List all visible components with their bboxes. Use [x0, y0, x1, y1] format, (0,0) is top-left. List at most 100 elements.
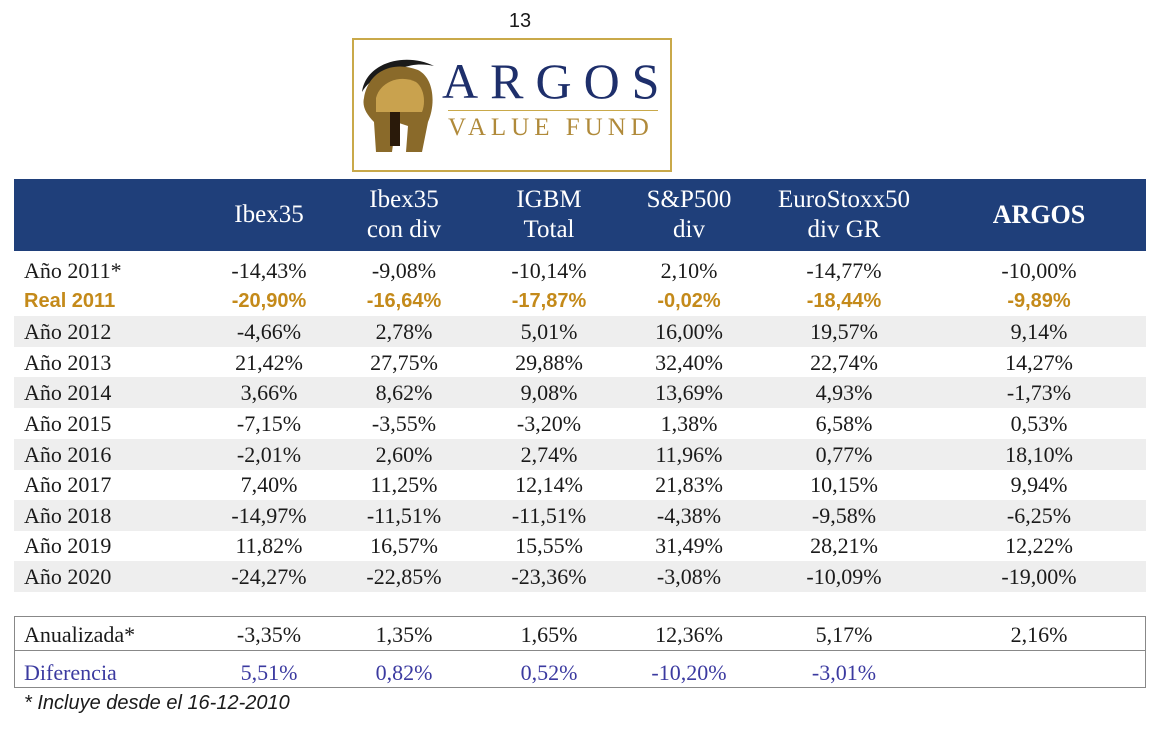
table-cell: 8,62%	[375, 380, 433, 406]
table-cell: 16,57%	[370, 533, 438, 559]
table-row: Año 2016 -2,01% 2,60% 2,74% 11,96% 0,77% 18,10…	[14, 438, 1146, 470]
table-cell: -1,73%	[1006, 380, 1072, 406]
row-label: Año 2020	[24, 564, 112, 589]
argos-logo: ARGOS VALUE FUND	[352, 38, 672, 172]
table-cell: -10,20%	[651, 660, 727, 685]
table-row: Año 2013 21,42% 27,75% 29,88% 32,40% 22,74% 14…	[14, 347, 1146, 378]
row-label: Año 2019	[24, 533, 112, 559]
table-cell: -10,09%	[806, 564, 882, 589]
table-cell: -4,66%	[236, 319, 302, 345]
table-cell: -24,27%	[231, 564, 307, 589]
table-cell: -10,14%	[511, 258, 587, 283]
table-cell: -16,64%	[366, 289, 442, 312]
table-cell: 32,40%	[655, 349, 723, 375]
table-cell: 0,53%	[1010, 411, 1068, 436]
table-row: Año 2018 -14,97% -11,51% -11,51% -4,38% -9,58…	[14, 499, 1146, 531]
table-cell: -22,85%	[366, 564, 442, 589]
table-cell: 2,16%	[1010, 622, 1068, 647]
table-cell: -14,43%	[231, 258, 307, 283]
logo-tagline: VALUE FUND	[448, 114, 654, 141]
table-cell: 0,52%	[520, 660, 578, 685]
table-cell: -11,51%	[366, 502, 442, 528]
table-row: Año 2020 -24,27% -22,85% -23,36% -3,08% -10,0…	[14, 561, 1146, 592]
table-header: Ibex35 Ibex35 con div IGBM Total S&P500 div…	[14, 179, 1146, 251]
table-cell: 27,75%	[370, 349, 438, 375]
table-cell: 12,36%	[655, 622, 723, 647]
row-label: Año 2018	[24, 502, 112, 528]
table-row: Año 2014 3,66% 8,62% 9,08% 13,69% 4,93% -1,73%	[14, 377, 1146, 409]
table-cell: -17,87%	[511, 289, 587, 312]
row-label: Año 2016	[24, 441, 112, 467]
table-row: Año 2012 -4,66% 2,78% 5,01% 16,00% 19,57% 9,14…	[14, 316, 1146, 348]
table-cell: -9,89%	[1007, 289, 1071, 312]
header-ibex35: Ibex35	[234, 201, 304, 228]
row-label: Año 2015	[24, 411, 112, 436]
table-cell: -9,08%	[371, 258, 437, 283]
header-argos: ARGOS	[992, 200, 1086, 229]
table-cell: 12,22%	[1005, 533, 1073, 559]
table-cell: 21,42%	[235, 349, 303, 375]
header-igbm-total: IGBM Total	[516, 186, 582, 243]
table-cell: 29,88%	[515, 349, 583, 375]
table-cell: 19,57%	[810, 319, 878, 345]
table-cell: -3,20%	[516, 411, 582, 436]
page-number: 13	[508, 10, 532, 32]
table-cell: 5,51%	[240, 660, 298, 685]
table-cell: 1,38%	[660, 411, 718, 436]
table-cell: 0,82%	[375, 660, 433, 685]
row-label: Real 2011	[24, 289, 116, 312]
table-cell: 0,77%	[815, 441, 873, 467]
table-cell: 5,17%	[815, 622, 873, 647]
table-cell: -9,58%	[811, 502, 877, 528]
table-cell: 11,82%	[235, 533, 303, 559]
table-cell: -2,01%	[236, 441, 302, 467]
table-cell: 22,74%	[810, 349, 878, 375]
table-cell: 2,74%	[520, 441, 578, 467]
table-cell: 2,10%	[660, 258, 718, 283]
spartan-helmet-icon	[362, 59, 434, 152]
table-cell: 13,69%	[655, 380, 723, 406]
table-cell: 11,25%	[370, 472, 438, 498]
table-cell: 16,00%	[655, 319, 723, 345]
footnote: * Incluye desde el 16-12-2010	[24, 692, 290, 714]
difference-row: Diferencia 5,51% 0,82% 0,52% -10,20% -3,…	[14, 657, 1146, 688]
table-cell: -14,77%	[806, 258, 882, 283]
table-row: Año 2015 -7,15% -3,55% -3,20% 1,38% 6,58% 0,53…	[14, 408, 1146, 439]
table-cell: 9,94%	[1010, 472, 1068, 498]
table-cell: 14,27%	[1005, 349, 1073, 375]
table-cell: 1,65%	[520, 622, 578, 647]
table-cell: -3,08%	[656, 564, 722, 589]
table-cell: 31,49%	[655, 533, 723, 559]
table-cell: -3,01%	[811, 660, 877, 685]
table-cell: 15,55%	[515, 533, 583, 559]
table-cell: 9,08%	[520, 380, 578, 406]
table-cell: -3,55%	[371, 411, 437, 436]
table-cell: 1,35%	[375, 622, 433, 647]
annualized-row: Anualizada* -3,35% 1,35% 1,65% 12,36% 5,…	[14, 619, 1146, 650]
table-cell: 7,40%	[240, 472, 298, 498]
table-cell: -23,36%	[511, 564, 587, 589]
summary-divider	[14, 650, 1146, 651]
header-eurostoxx50-div-gr: EuroStoxx50 div GR	[778, 186, 910, 243]
table-cell: 4,93%	[815, 380, 873, 406]
table-cell: -14,97%	[231, 502, 307, 528]
row-label: Año 2013	[24, 349, 112, 375]
summary-box	[14, 616, 1146, 688]
header-ibex35-con-div: Ibex35 con div	[366, 186, 442, 243]
table-cell: -11,51%	[511, 502, 587, 528]
real-2011-row: Real 2011 -20,90% -16,64% -17,87% -0,02% -18,…	[14, 286, 1146, 317]
table-cell: -0,02%	[657, 289, 721, 312]
table-cell: -10,00%	[1001, 258, 1077, 283]
table-cell: -4,38%	[656, 502, 722, 528]
table-cell: -7,15%	[236, 411, 302, 436]
table-cell: 6,58%	[815, 411, 873, 436]
table-row: Año 2019 11,82% 16,57% 15,55% 31,49% 28,21% 12…	[14, 530, 1146, 561]
table-cell: 5,01%	[520, 319, 578, 345]
header-sp500-div: S&P500 div	[646, 186, 732, 243]
table-cell: 10,15%	[810, 472, 878, 498]
table-cell: 28,21%	[810, 533, 878, 559]
table-cell: 11,96%	[655, 441, 723, 467]
table-cell: 2,60%	[375, 441, 433, 467]
table-cell: -3,35%	[236, 622, 302, 647]
table-cell: 12,14%	[515, 472, 583, 498]
